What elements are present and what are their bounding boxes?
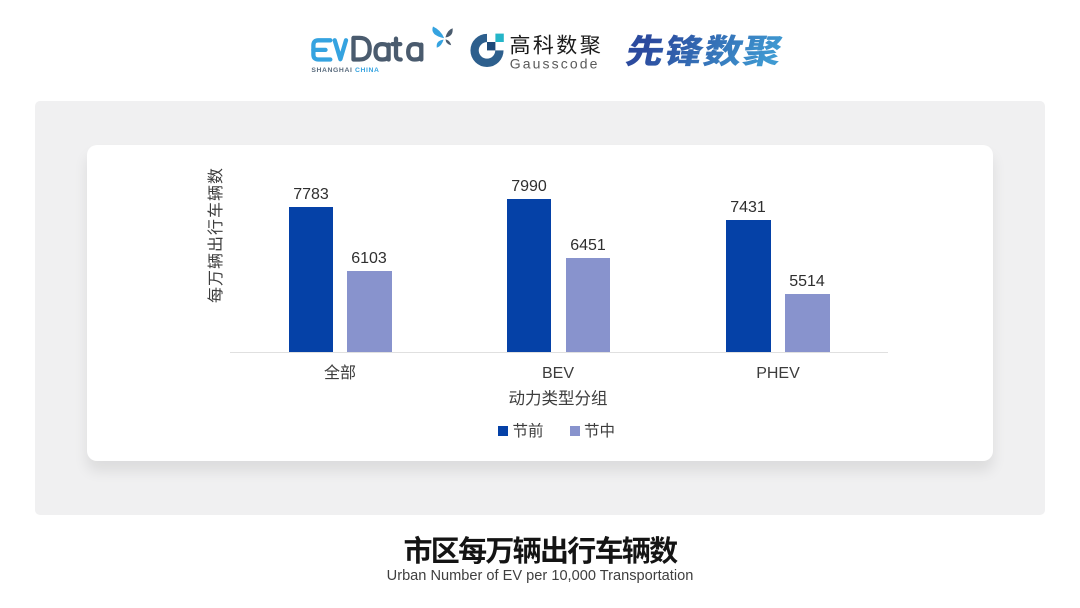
svg-text:高科数聚: 高科数聚	[510, 30, 604, 60]
svg-text:Gausscode: Gausscode	[510, 56, 600, 72]
svg-text:SHANGHAI CHINA: SHANGHAI CHINA	[311, 67, 379, 74]
